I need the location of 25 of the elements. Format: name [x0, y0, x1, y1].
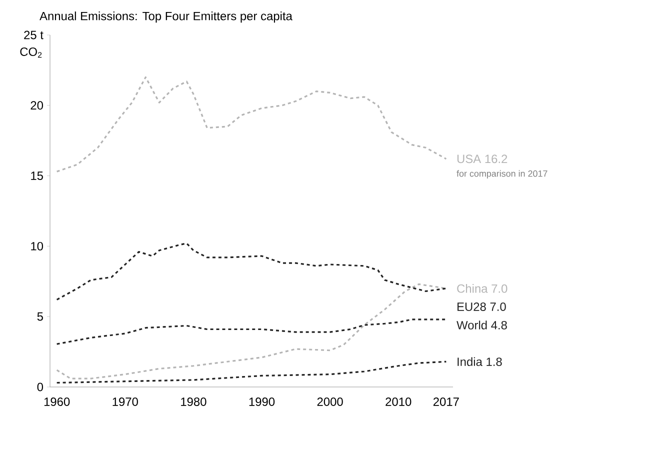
- y-tick-label: 15: [31, 172, 43, 180]
- chart-title: Annual Emissions: Top Four Emitters per capita: [40, 12, 292, 23]
- y-tick-label: 25 t: [24, 30, 44, 40]
- x-tick-label: 2017: [433, 398, 459, 406]
- series-label: USA 16.2: [457, 154, 508, 164]
- line-series: [56, 76, 447, 172]
- x-tick-label: 1970: [112, 398, 138, 406]
- series-label: India 1.8: [458, 357, 502, 366]
- y-tick-label: 10: [31, 242, 44, 250]
- y-tick-label: 20: [30, 101, 44, 110]
- y-tick-label: 0: [37, 382, 44, 392]
- y-tick-label: 5: [37, 312, 43, 321]
- series-label: EU28 7.0: [458, 302, 506, 311]
- x-tick-label: 2000: [317, 398, 343, 406]
- line-series: [56, 318, 447, 345]
- x-tick-label: 1980: [181, 398, 206, 406]
- line-series: [56, 360, 447, 384]
- series-label: World 4.8: [456, 320, 507, 330]
- x-tick-label: 2010: [386, 398, 412, 406]
- x-tick-label: 1960: [44, 398, 70, 406]
- x-tick-label: 1990: [249, 398, 275, 406]
- y-axis-title: CO$_{2}$: [20, 48, 42, 58]
- line-series: [56, 283, 447, 380]
- series-label: China 7.0: [457, 284, 508, 293]
- text: for comparison in 2017: [456, 170, 548, 179]
